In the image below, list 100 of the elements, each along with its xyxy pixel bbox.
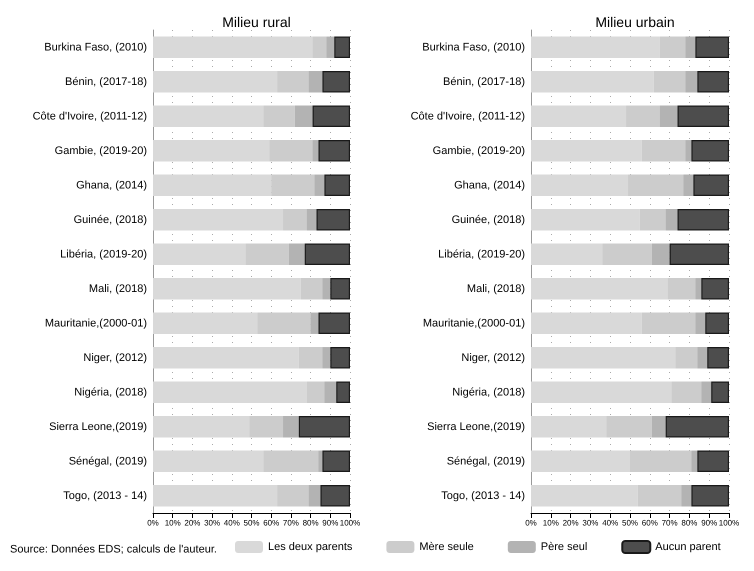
bar (263, 450, 318, 472)
bar (676, 347, 698, 368)
y-tick-label: Niger, (2012) (461, 352, 525, 364)
legend-label: Les deux parents (268, 541, 353, 553)
y-tick-label: Sierra Leone,(2019) (427, 420, 525, 433)
bar (306, 209, 317, 230)
bar (602, 244, 652, 265)
y-tick-label: Burkina Faso, (2010) (422, 41, 525, 54)
x-tick-label: 50% (243, 518, 260, 528)
bar (666, 416, 729, 438)
bar (652, 244, 670, 265)
y-tick-label: Togo, (2013 - 14) (63, 490, 147, 502)
bar (531, 312, 642, 334)
bar (685, 71, 698, 92)
bar (153, 244, 246, 265)
x-tick-label: 20% (184, 518, 200, 528)
bar (531, 450, 630, 472)
bar (681, 485, 692, 506)
y-tick-label: Nigéria, (2018) (74, 386, 147, 398)
x-tick-label: 100% (718, 518, 740, 528)
x-tick-label: 0% (525, 518, 537, 528)
chart-title: Milieu rural (222, 14, 291, 30)
bar (531, 278, 668, 300)
bar (304, 244, 350, 265)
bar (531, 209, 640, 230)
bar (324, 174, 350, 196)
bar (153, 416, 250, 438)
x-tick-label: 30% (204, 518, 220, 528)
y-tick-label: Mali, (2018) (88, 282, 147, 295)
bar (701, 382, 712, 403)
bar (531, 485, 638, 506)
bar (318, 450, 322, 472)
bar (314, 174, 324, 196)
x-tick-label: 60% (642, 518, 658, 528)
bar (153, 174, 272, 196)
bar (705, 312, 729, 334)
x-tick-label: 100% (340, 518, 360, 528)
bar (701, 278, 729, 300)
bar (531, 174, 628, 196)
y-tick-label: Ghana, (2014) (454, 179, 525, 192)
x-tick-label: 10% (542, 518, 559, 528)
bar (626, 106, 660, 127)
bar (660, 106, 678, 127)
bar (691, 450, 698, 472)
x-tick-label: 40% (602, 518, 618, 528)
bar (697, 450, 729, 472)
y-tick-label: Niger, (2012) (83, 352, 147, 364)
bar (312, 106, 350, 127)
y-tick-label: Togo, (2013 - 14) (441, 490, 525, 502)
bar (153, 485, 278, 506)
bar (153, 71, 278, 92)
y-tick-label: Côte d'Ivoire, (2011-12) (410, 110, 525, 122)
bar (678, 106, 729, 127)
bar (654, 71, 686, 92)
y-tick-label: Burkina Faso, (2010) (44, 41, 147, 54)
x-tick-label: 60% (263, 518, 280, 528)
bar (531, 347, 676, 368)
bar (642, 312, 696, 334)
y-tick-label: Mali, (2018) (466, 282, 525, 295)
bar (691, 485, 729, 506)
bar (153, 140, 270, 162)
bar (322, 71, 350, 92)
y-tick-label: Guinée, (2018) (74, 214, 147, 226)
bar (250, 416, 284, 438)
x-tick-label: 50% (622, 518, 638, 528)
bar (336, 382, 350, 403)
bar (308, 485, 320, 506)
bar (322, 347, 330, 368)
legend-label: Mère seule (419, 541, 474, 553)
bar (606, 416, 652, 438)
bar (288, 244, 305, 265)
bar (668, 278, 696, 300)
bar (277, 71, 309, 92)
bar (707, 347, 729, 368)
bar (660, 36, 686, 58)
bar (711, 382, 729, 403)
bar (531, 71, 654, 92)
x-tick-label: 10% (164, 518, 181, 528)
bar (531, 36, 660, 58)
source-note: Source: Données EDS; calculs de l'auteur. (10, 544, 217, 556)
bar (277, 485, 309, 506)
y-tick-label: Sierra Leone,(2019) (49, 420, 147, 433)
y-tick-label: Libéria, (2019-20) (60, 248, 147, 260)
x-tick-label: 40% (224, 518, 240, 528)
bar (269, 140, 313, 162)
bar (153, 450, 264, 472)
y-tick-label: Sénégal, (2019) (446, 455, 525, 468)
bar (246, 244, 289, 265)
bar (318, 140, 350, 162)
x-tick-label: 0% (147, 518, 159, 528)
bar (271, 174, 315, 196)
legend-label: Aucun parent (655, 541, 721, 553)
bar (298, 347, 322, 368)
bar (283, 209, 307, 230)
y-tick-label: Nigéria, (2018) (452, 386, 525, 398)
bar (666, 209, 678, 230)
bar (153, 382, 307, 403)
bar (300, 278, 322, 300)
bar (531, 382, 672, 403)
bar (695, 312, 706, 334)
